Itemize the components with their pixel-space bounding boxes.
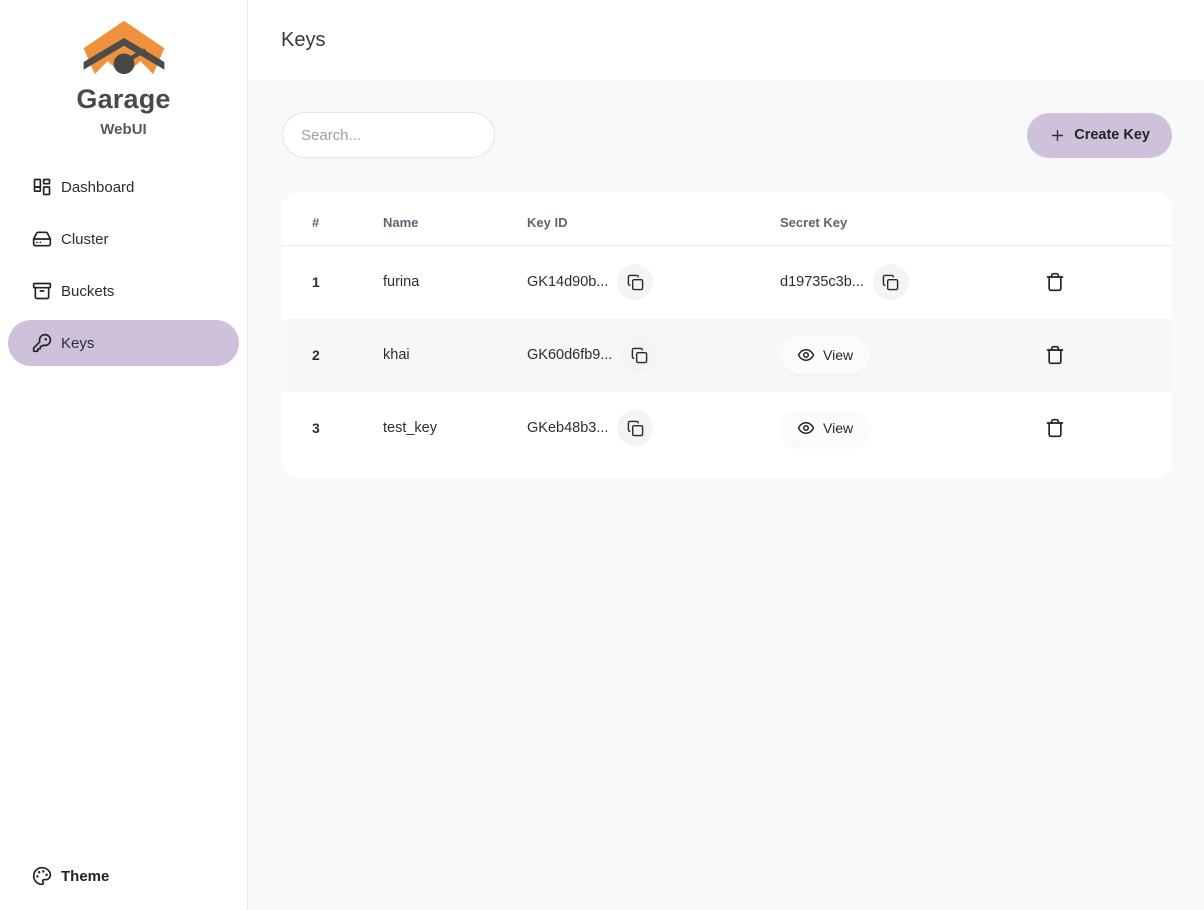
sidebar-item-label: Buckets	[61, 282, 115, 300]
table-row: 3 test_key GKeb48b3...	[282, 392, 1172, 465]
copy-key-id-button[interactable]	[617, 264, 654, 301]
row-index: 3	[312, 419, 320, 436]
table-header-row: # Name Key ID Secret Key	[282, 192, 1172, 246]
key-name: furina	[383, 274, 420, 291]
app-logo-block: Garage WebUI	[8, 16, 239, 138]
trash-icon	[1046, 345, 1064, 365]
trash-icon	[1046, 273, 1064, 292]
view-secret-button[interactable]: View	[780, 409, 871, 447]
row-index: 1	[312, 273, 320, 290]
palette-icon	[32, 866, 52, 886]
sidebar-nav: Dashboard Cluster Buckets	[8, 164, 239, 366]
column-header-key-id: Key ID	[527, 192, 780, 246]
top-header: Keys	[248, 0, 1204, 80]
garage-logo-icon	[83, 20, 164, 75]
eye-icon	[797, 422, 815, 434]
keys-table-card: # Name Key ID Secret Key 1 furina	[282, 192, 1172, 478]
view-label: View	[823, 420, 854, 436]
search-input[interactable]	[282, 112, 495, 158]
theme-button[interactable]: Theme	[8, 854, 239, 898]
layout-dashboard-icon	[32, 177, 52, 197]
page-title: Keys	[281, 28, 326, 51]
eye-icon	[797, 349, 815, 361]
key-round-icon	[32, 333, 52, 353]
trash-icon	[1046, 418, 1064, 438]
app-subtitle: WebUI	[100, 121, 147, 138]
main-area: Keys Create Key # Name Key	[248, 0, 1204, 910]
key-id-value: GK60d6fb9...	[527, 347, 613, 363]
view-label: View	[823, 347, 854, 363]
key-name: test_key	[383, 420, 437, 436]
sidebar-item-keys[interactable]: Keys	[8, 320, 239, 366]
key-id-value: GK14d90b...	[527, 274, 609, 291]
hard-drive-icon	[32, 229, 52, 249]
create-key-label: Create Key	[1074, 127, 1150, 143]
sidebar-item-label: Cluster	[61, 230, 109, 248]
delete-key-button[interactable]	[1035, 335, 1075, 375]
key-name: khai	[383, 347, 410, 363]
table-row: 1 furina GK14d90b...	[282, 246, 1172, 319]
copy-icon	[627, 420, 644, 436]
create-key-button[interactable]: Create Key	[1027, 112, 1172, 158]
copy-key-id-button[interactable]	[617, 410, 654, 446]
copy-secret-button[interactable]	[872, 264, 909, 301]
sidebar-item-dashboard[interactable]: Dashboard	[8, 164, 239, 210]
copy-key-id-button[interactable]	[621, 337, 658, 373]
key-id-value: GKeb48b3...	[527, 420, 609, 436]
column-header-index: #	[282, 192, 383, 246]
toolbar: Create Key	[282, 112, 1172, 158]
sidebar-item-label: Keys	[61, 334, 95, 352]
sidebar-item-label: Dashboard	[61, 178, 135, 196]
theme-label: Theme	[61, 867, 110, 885]
copy-icon	[883, 274, 899, 291]
copy-icon	[631, 347, 648, 363]
keys-table: # Name Key ID Secret Key 1 furina	[282, 192, 1172, 465]
delete-key-button[interactable]	[1035, 408, 1075, 448]
archive-icon	[32, 281, 52, 301]
copy-icon	[627, 274, 644, 291]
app-name: Garage	[76, 84, 171, 114]
delete-key-button[interactable]	[1035, 262, 1075, 302]
content-area: Create Key # Name Key ID Secret Key	[248, 80, 1204, 910]
secret-key-value: d19735c3b...	[780, 274, 864, 291]
column-header-actions	[1033, 192, 1172, 246]
sidebar-item-buckets[interactable]: Buckets	[8, 268, 239, 314]
plus-icon	[1052, 129, 1064, 141]
column-header-name: Name	[383, 192, 527, 246]
sidebar-item-cluster[interactable]: Cluster	[8, 216, 239, 262]
sidebar: Garage WebUI Dashboard Cluster	[0, 0, 248, 910]
row-index: 2	[312, 346, 320, 363]
sidebar-spacer	[8, 366, 239, 854]
view-secret-button[interactable]: View	[780, 336, 871, 374]
column-header-secret: Secret Key	[780, 192, 1033, 246]
table-row: 2 khai GK60d6fb9...	[282, 318, 1172, 392]
